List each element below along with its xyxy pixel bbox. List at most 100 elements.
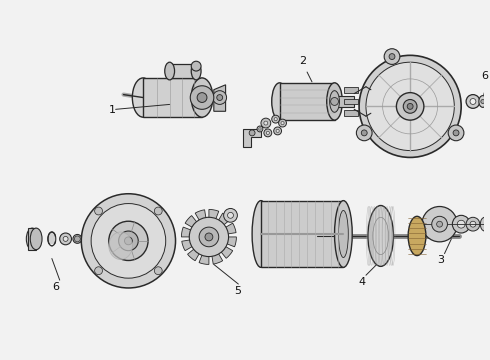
Circle shape [481,99,485,103]
Ellipse shape [327,83,343,120]
Circle shape [191,61,201,71]
Circle shape [154,267,162,275]
Wedge shape [199,237,209,264]
Circle shape [223,208,237,222]
Circle shape [74,236,80,242]
Circle shape [189,217,228,257]
Ellipse shape [109,232,132,260]
Wedge shape [209,237,222,264]
Bar [28,228,36,250]
Circle shape [227,212,233,218]
Circle shape [264,121,268,125]
Ellipse shape [330,91,340,112]
Circle shape [95,267,102,275]
Ellipse shape [335,201,352,267]
Circle shape [154,207,162,215]
Circle shape [422,207,457,242]
Ellipse shape [339,211,348,257]
Circle shape [366,62,454,150]
Circle shape [63,237,68,241]
Wedge shape [185,216,209,237]
Circle shape [384,49,400,64]
Circle shape [466,217,480,231]
Ellipse shape [479,96,487,107]
Circle shape [432,216,447,232]
Text: 5: 5 [234,286,242,296]
Wedge shape [209,223,236,237]
Text: 6: 6 [52,282,59,292]
Wedge shape [209,210,219,237]
Wedge shape [209,237,233,258]
Circle shape [264,129,272,137]
Polygon shape [280,83,335,120]
Circle shape [274,127,282,135]
Text: 3: 3 [438,256,444,265]
Ellipse shape [30,228,42,250]
Circle shape [359,55,461,157]
Circle shape [272,115,280,123]
Polygon shape [170,64,196,78]
Circle shape [470,99,476,104]
Ellipse shape [408,216,426,256]
Ellipse shape [480,217,489,231]
Text: 4: 4 [358,277,365,287]
Circle shape [119,231,138,251]
Circle shape [356,125,372,141]
Circle shape [109,221,148,261]
Circle shape [448,125,464,141]
Polygon shape [344,99,358,104]
Circle shape [217,95,222,100]
Ellipse shape [191,78,213,117]
Circle shape [213,91,226,104]
Circle shape [261,118,271,128]
Circle shape [257,126,263,132]
Circle shape [466,95,480,108]
Ellipse shape [132,78,154,117]
Circle shape [470,221,476,227]
Circle shape [361,130,367,136]
Ellipse shape [252,201,270,267]
Circle shape [91,203,166,278]
Circle shape [403,99,417,113]
Circle shape [453,130,459,136]
Circle shape [190,86,214,109]
Circle shape [279,119,287,127]
Circle shape [95,207,102,215]
Circle shape [407,103,413,109]
Circle shape [249,130,255,136]
Polygon shape [143,78,202,117]
Polygon shape [214,85,225,111]
Circle shape [81,194,175,288]
Circle shape [457,220,465,228]
Wedge shape [182,237,209,251]
Polygon shape [344,87,358,93]
Wedge shape [181,227,209,237]
Circle shape [396,93,424,120]
Circle shape [452,215,470,233]
Circle shape [281,121,284,125]
Circle shape [124,237,132,245]
Ellipse shape [165,62,174,80]
Circle shape [266,131,270,134]
Polygon shape [261,201,343,267]
Circle shape [331,98,339,105]
Polygon shape [48,244,56,246]
Wedge shape [209,237,236,247]
Ellipse shape [368,206,393,266]
Ellipse shape [73,234,82,243]
Polygon shape [335,96,354,107]
Polygon shape [344,110,358,116]
Ellipse shape [191,62,201,80]
Polygon shape [243,129,261,147]
Wedge shape [188,237,209,261]
Circle shape [60,233,72,245]
Circle shape [205,233,213,241]
Text: 6: 6 [481,71,488,81]
Text: 2: 2 [299,56,306,66]
Circle shape [197,93,207,103]
Circle shape [199,227,219,247]
Wedge shape [209,213,230,237]
Circle shape [274,118,277,121]
Circle shape [276,129,279,132]
Text: 1: 1 [109,105,116,115]
